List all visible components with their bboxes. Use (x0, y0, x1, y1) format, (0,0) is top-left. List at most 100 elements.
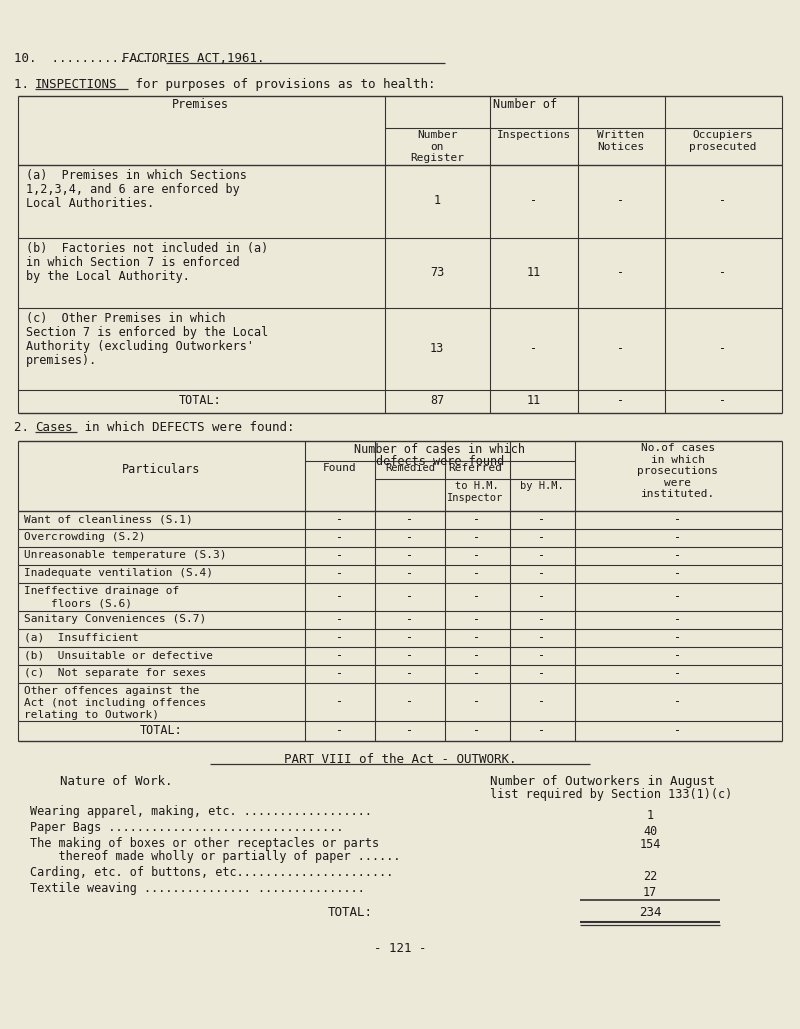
Text: -: - (337, 513, 343, 527)
Text: Inadequate ventilation (S.4): Inadequate ventilation (S.4) (24, 568, 213, 578)
Text: -: - (474, 532, 481, 544)
Text: -: - (538, 513, 546, 527)
Text: Written
Notices: Written Notices (598, 130, 645, 151)
Text: -: - (337, 568, 343, 580)
Text: -: - (674, 532, 682, 544)
Text: 17: 17 (643, 886, 657, 899)
Text: -: - (474, 549, 481, 563)
Text: -: - (474, 513, 481, 527)
Text: -: - (538, 591, 546, 603)
Text: TOTAL:: TOTAL: (327, 906, 373, 919)
Text: -: - (337, 613, 343, 627)
Text: Textile weaving ............... ...............: Textile weaving ............... ........… (30, 882, 365, 895)
Text: 10.  ..............: 10. .............. (14, 52, 164, 65)
Text: -: - (618, 194, 625, 208)
Text: 1: 1 (646, 809, 654, 822)
Text: 1.: 1. (14, 78, 44, 91)
Text: -: - (406, 696, 414, 709)
Text: (a)  Insufficient: (a) Insufficient (24, 632, 138, 642)
Text: (a)  Premises in which Sections: (a) Premises in which Sections (26, 169, 247, 182)
Text: No.of cases
in which
prosecutions
were
instituted.: No.of cases in which prosecutions were i… (638, 443, 718, 499)
Text: 40: 40 (643, 825, 657, 838)
Text: -: - (406, 568, 414, 580)
Text: -: - (618, 343, 625, 355)
Text: 234: 234 (638, 906, 662, 919)
Text: Overcrowding (S.2): Overcrowding (S.2) (24, 532, 146, 542)
Text: (c)  Other Premises in which: (c) Other Premises in which (26, 312, 226, 325)
Text: Other offences against the: Other offences against the (24, 686, 199, 696)
Text: -: - (674, 649, 682, 663)
Text: 154: 154 (639, 838, 661, 851)
Text: Number
on
Register: Number on Register (410, 130, 464, 164)
Text: 73: 73 (430, 267, 444, 280)
Text: relating to Outwork): relating to Outwork) (24, 710, 159, 720)
Text: Wearing apparel, making, etc. ..................: Wearing apparel, making, etc. ..........… (30, 805, 372, 818)
Text: Remedied: Remedied (385, 463, 435, 473)
Text: thereof made wholly or partially of paper ......: thereof made wholly or partially of pape… (30, 850, 401, 863)
Text: defects were found: defects were found (376, 455, 504, 468)
Text: Number of: Number of (493, 98, 557, 111)
Text: Particulars: Particulars (122, 463, 200, 476)
Text: Want of cleanliness (S.1): Want of cleanliness (S.1) (24, 514, 193, 524)
Text: 1: 1 (434, 194, 441, 208)
Text: -: - (674, 724, 682, 738)
Text: Referred: Referred (448, 463, 502, 473)
Text: by H.M.: by H.M. (520, 481, 564, 491)
Text: Paper Bags .................................: Paper Bags .............................… (30, 821, 343, 833)
Text: -: - (406, 724, 414, 738)
Text: INSPECTIONS: INSPECTIONS (35, 78, 118, 91)
Text: FACTORIES ACT,1961.: FACTORIES ACT,1961. (122, 52, 265, 65)
Text: -: - (474, 591, 481, 603)
Text: -: - (337, 668, 343, 680)
Text: -: - (618, 267, 625, 280)
Text: -: - (406, 532, 414, 544)
Text: -: - (538, 649, 546, 663)
Text: -: - (474, 668, 481, 680)
Text: in which DEFECTS were found:: in which DEFECTS were found: (77, 421, 294, 434)
Text: -: - (337, 696, 343, 709)
Text: -: - (618, 394, 625, 407)
Text: -: - (337, 649, 343, 663)
Text: -: - (719, 194, 726, 208)
Text: Inspector: Inspector (447, 493, 503, 503)
Text: -: - (337, 532, 343, 544)
Text: -: - (674, 696, 682, 709)
Text: Authority (excluding Outworkers': Authority (excluding Outworkers' (26, 340, 254, 353)
Text: - 121 -: - 121 - (374, 942, 426, 955)
Text: -: - (337, 724, 343, 738)
Text: list required by Section 133(1)(c): list required by Section 133(1)(c) (490, 788, 732, 801)
Text: -: - (406, 513, 414, 527)
Text: Occupiers
prosecuted: Occupiers prosecuted (690, 130, 757, 151)
Text: 13: 13 (430, 343, 444, 355)
Text: -: - (538, 632, 546, 644)
Text: -: - (674, 568, 682, 580)
Text: -: - (406, 591, 414, 603)
Text: -: - (538, 724, 546, 738)
Text: 11: 11 (527, 267, 541, 280)
Text: Nature of Work.: Nature of Work. (60, 775, 173, 788)
Text: -: - (538, 549, 546, 563)
Text: -: - (674, 668, 682, 680)
Text: Unreasonable temperature (S.3): Unreasonable temperature (S.3) (24, 549, 226, 560)
Text: The making of boxes or other receptacles or parts: The making of boxes or other receptacles… (30, 837, 379, 850)
Text: -: - (474, 724, 481, 738)
Text: Number of cases in which: Number of cases in which (354, 443, 526, 456)
Text: -: - (674, 613, 682, 627)
Text: 87: 87 (430, 394, 444, 407)
Text: for purposes of provisions as to health:: for purposes of provisions as to health: (128, 78, 435, 91)
Text: -: - (474, 632, 481, 644)
Text: PART VIII of the Act - OUTWORK.: PART VIII of the Act - OUTWORK. (284, 753, 516, 766)
Text: (b)  Factories not included in (a): (b) Factories not included in (a) (26, 242, 268, 255)
Text: -: - (538, 532, 546, 544)
Text: -: - (674, 513, 682, 527)
Text: -: - (337, 591, 343, 603)
Text: to H.M.: to H.M. (455, 481, 499, 491)
Text: -: - (406, 649, 414, 663)
Text: Inspections: Inspections (497, 130, 571, 140)
Text: Found: Found (323, 463, 357, 473)
Text: floors (S.6): floors (S.6) (24, 598, 132, 608)
Text: Premises: Premises (171, 98, 229, 111)
Text: -: - (406, 668, 414, 680)
Text: -: - (538, 568, 546, 580)
Text: Local Authorities.: Local Authorities. (26, 197, 154, 210)
